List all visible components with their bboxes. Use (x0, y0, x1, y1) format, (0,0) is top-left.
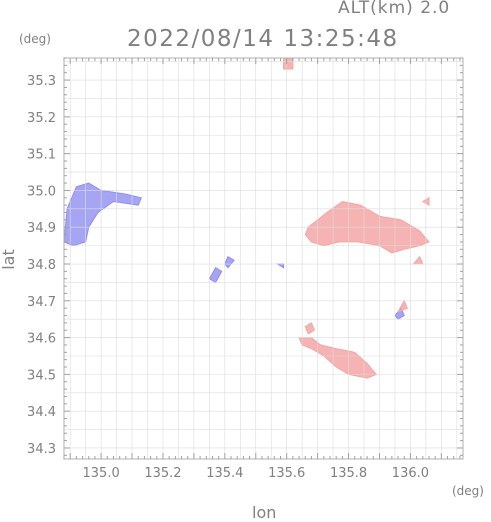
echo-region-approaching-0 (63, 182, 142, 247)
echo-region-approaching-1 (208, 267, 223, 284)
x-axis-label: lon (252, 503, 277, 522)
echo-region-receding-8 (412, 255, 424, 265)
echo-region-approaching-3 (275, 263, 285, 269)
y-tick-label: 34.3 (27, 442, 56, 457)
x-tick-label: 135.4 (206, 466, 243, 481)
y-tick-label: 34.7 (27, 295, 56, 310)
x-unit-label: (deg) (452, 484, 484, 498)
x-tick-label: 135.8 (330, 466, 367, 481)
y-unit-label: (deg) (19, 32, 51, 46)
y-tick-label: 35.0 (27, 184, 56, 199)
y-tick-label: 34.5 (27, 368, 56, 383)
y-tick-label: 34.4 (27, 405, 56, 420)
plot-frame (63, 57, 464, 460)
y-tick-label: 34.6 (27, 332, 56, 347)
y-tick-label: 35.1 (27, 148, 56, 163)
x-tick-label: 135.2 (144, 466, 181, 481)
map-timestamp: 2022/08/14 13:25:48 (127, 26, 399, 52)
x-tick-label: 135.0 (83, 466, 120, 481)
x-tick-label: 135.6 (268, 466, 305, 481)
x-tick-label: 136.0 (392, 466, 429, 481)
echo-region-receding-10 (298, 337, 378, 379)
y-tick-label: 35.2 (27, 111, 56, 126)
y-tick-label: 34.8 (27, 258, 56, 273)
y-tick-label: 35.3 (27, 74, 56, 89)
altitude-label: ALT(km) 2.0 (338, 0, 451, 18)
y-tick-label: 34.9 (27, 221, 56, 236)
echo-region-receding-11 (304, 322, 316, 335)
echo-region-approaching-2 (224, 255, 235, 269)
echo-region-receding-5 (283, 57, 294, 70)
echo-region-receding-9 (396, 299, 408, 313)
